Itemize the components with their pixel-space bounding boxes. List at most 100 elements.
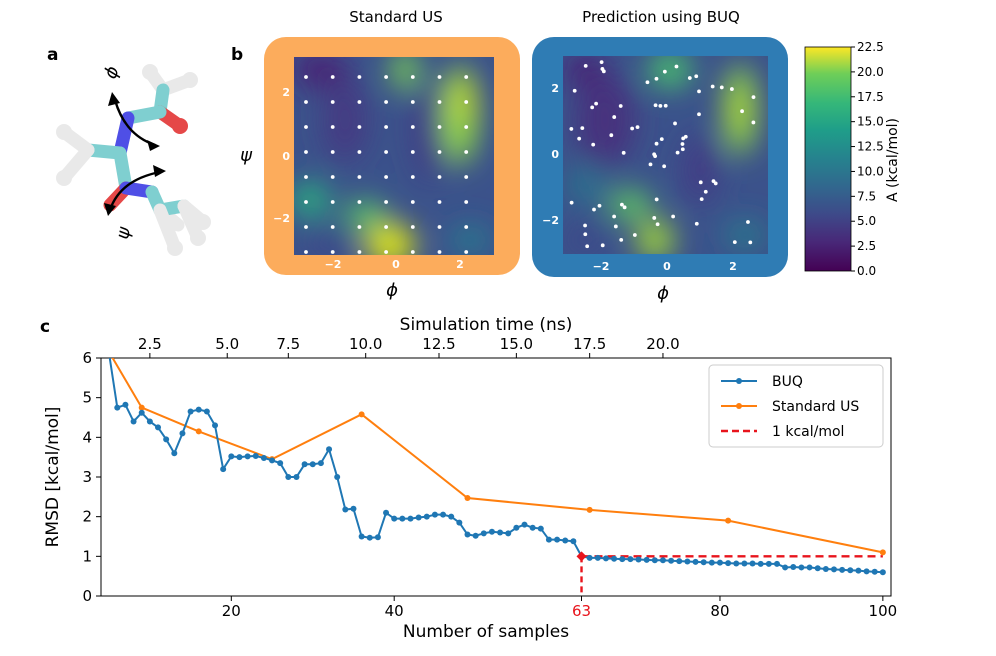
- buq-sample-dot: [600, 67, 605, 71]
- top-x-tick-label: 12.5: [422, 335, 455, 353]
- buq-point: [611, 555, 618, 562]
- buq-point: [554, 536, 561, 543]
- legend-box: [708, 364, 884, 448]
- colorbar-tick-label: 17.5: [857, 90, 884, 104]
- buq-point: [285, 474, 292, 480]
- buq-point: [684, 558, 691, 565]
- buq-sample-dot: [653, 103, 658, 108]
- top-x-tick-label: 7.5: [276, 335, 300, 353]
- buq-point: [358, 533, 365, 540]
- buq-sample-dot: [569, 200, 574, 205]
- std-sample-dot: [384, 100, 388, 104]
- standard-us-title: Standard US: [349, 8, 443, 26]
- colorbar-tick-label: 10.0: [857, 164, 884, 178]
- buq-sample-dot: [583, 64, 588, 68]
- std-sample-dot: [304, 150, 308, 154]
- buq-point: [440, 511, 447, 518]
- std-sample-dot: [464, 125, 469, 129]
- buq-sample-dot: [687, 76, 692, 80]
- std-sample-dot: [384, 250, 388, 254]
- buq-point: [651, 557, 658, 564]
- std-sample-dot: [437, 100, 442, 104]
- std-sample-dot: [304, 100, 308, 104]
- buq-point: [480, 530, 487, 537]
- buq-y-tick-2: 2: [551, 82, 559, 95]
- colorbar-ticks: 0.0 2.5 5.0 7.5 10.0 12.5 15.0 17.5 20.0 22.5: [851, 40, 884, 278]
- buq-sample-dot: [580, 126, 585, 131]
- buq-sample-dot: [748, 240, 753, 245]
- buq-point: [521, 521, 528, 528]
- buq-point: [228, 453, 235, 460]
- standard-us-point: [879, 549, 886, 556]
- std-y-tick-neg2: −2: [273, 212, 290, 225]
- buq-point: [301, 461, 308, 468]
- y-axis-label: RMSD [kcal/mol]: [43, 407, 63, 548]
- std-sample-dot: [464, 200, 469, 204]
- buq-point: [187, 408, 194, 415]
- std-sample-dot: [437, 125, 442, 129]
- std-sample-dot: [330, 125, 335, 129]
- std-sample-dot: [384, 175, 388, 179]
- buq-point: [676, 558, 683, 565]
- buq-sample-dot: [591, 142, 596, 147]
- std-sample-dot: [464, 175, 469, 179]
- std-sample-dot: [437, 175, 442, 179]
- buq-point: [431, 511, 438, 518]
- buq-point: [635, 556, 642, 563]
- buq-title: Prediction using BUQ: [582, 8, 740, 26]
- std-sample-dot: [464, 100, 469, 104]
- std-sample-dot: [330, 200, 335, 204]
- buq-sample-dot: [751, 120, 756, 125]
- buq-sample-dot: [612, 214, 617, 219]
- buq-sample-dot: [680, 142, 685, 146]
- panel-label-c: c: [40, 317, 50, 337]
- buq-sample-dot: [698, 180, 703, 185]
- std-sample-dot: [330, 100, 335, 104]
- std-sample-dot: [464, 75, 469, 79]
- buq-point: [570, 538, 577, 545]
- buq-point: [171, 450, 178, 457]
- buq-point: [407, 515, 414, 522]
- buq-sample-dot: [730, 87, 734, 91]
- std-x-tick-0: 0: [392, 258, 400, 271]
- buq-point: [749, 560, 756, 567]
- buq-sample-points: [569, 60, 756, 249]
- standard-us-point: [138, 404, 145, 411]
- y-tick-label: 5: [82, 389, 92, 407]
- std-sample-dot: [410, 225, 415, 229]
- buq-point: [138, 409, 145, 416]
- std-sample-dot: [437, 75, 442, 79]
- buq-point: [472, 532, 479, 539]
- std-sample-dot: [437, 200, 442, 204]
- legend-standard-label: Standard US: [772, 399, 859, 415]
- buq-point: [106, 351, 112, 357]
- colorbar-label: A (kcal/mol): [885, 118, 901, 202]
- top-x-tick-label: 5.0: [215, 335, 239, 353]
- std-sample-dot: [357, 150, 362, 154]
- buq-sample-dot: [751, 95, 756, 100]
- standard-us-point: [464, 495, 471, 502]
- std-sample-dot: [304, 75, 308, 79]
- heatmap-ylabel: ψ: [240, 145, 253, 166]
- std-sample-dot: [410, 175, 415, 179]
- buq-point: [122, 401, 129, 408]
- buq-point: [163, 436, 170, 443]
- y-tick-label: 2: [82, 508, 92, 526]
- buq-sample-dot: [680, 147, 685, 152]
- buq-point: [708, 559, 715, 566]
- std-sample-dot: [464, 150, 469, 154]
- buq-point: [627, 556, 634, 563]
- buq-sample-dot: [577, 136, 582, 141]
- buq-sample-dot: [732, 240, 737, 245]
- buq-point: [497, 529, 504, 536]
- colorbar-gradient: [804, 46, 852, 272]
- buq-point: [692, 558, 699, 565]
- std-sample-dot: [330, 75, 335, 79]
- standard-us-point: [98, 335, 104, 341]
- buq-sample-dot: [740, 109, 744, 114]
- x-tick-label: 100: [869, 602, 898, 620]
- buq-sample-dot: [569, 127, 574, 131]
- buq-point: [399, 515, 406, 522]
- top-x-tick-label: 10.0: [349, 335, 382, 353]
- y-tick-label: 6: [82, 349, 92, 367]
